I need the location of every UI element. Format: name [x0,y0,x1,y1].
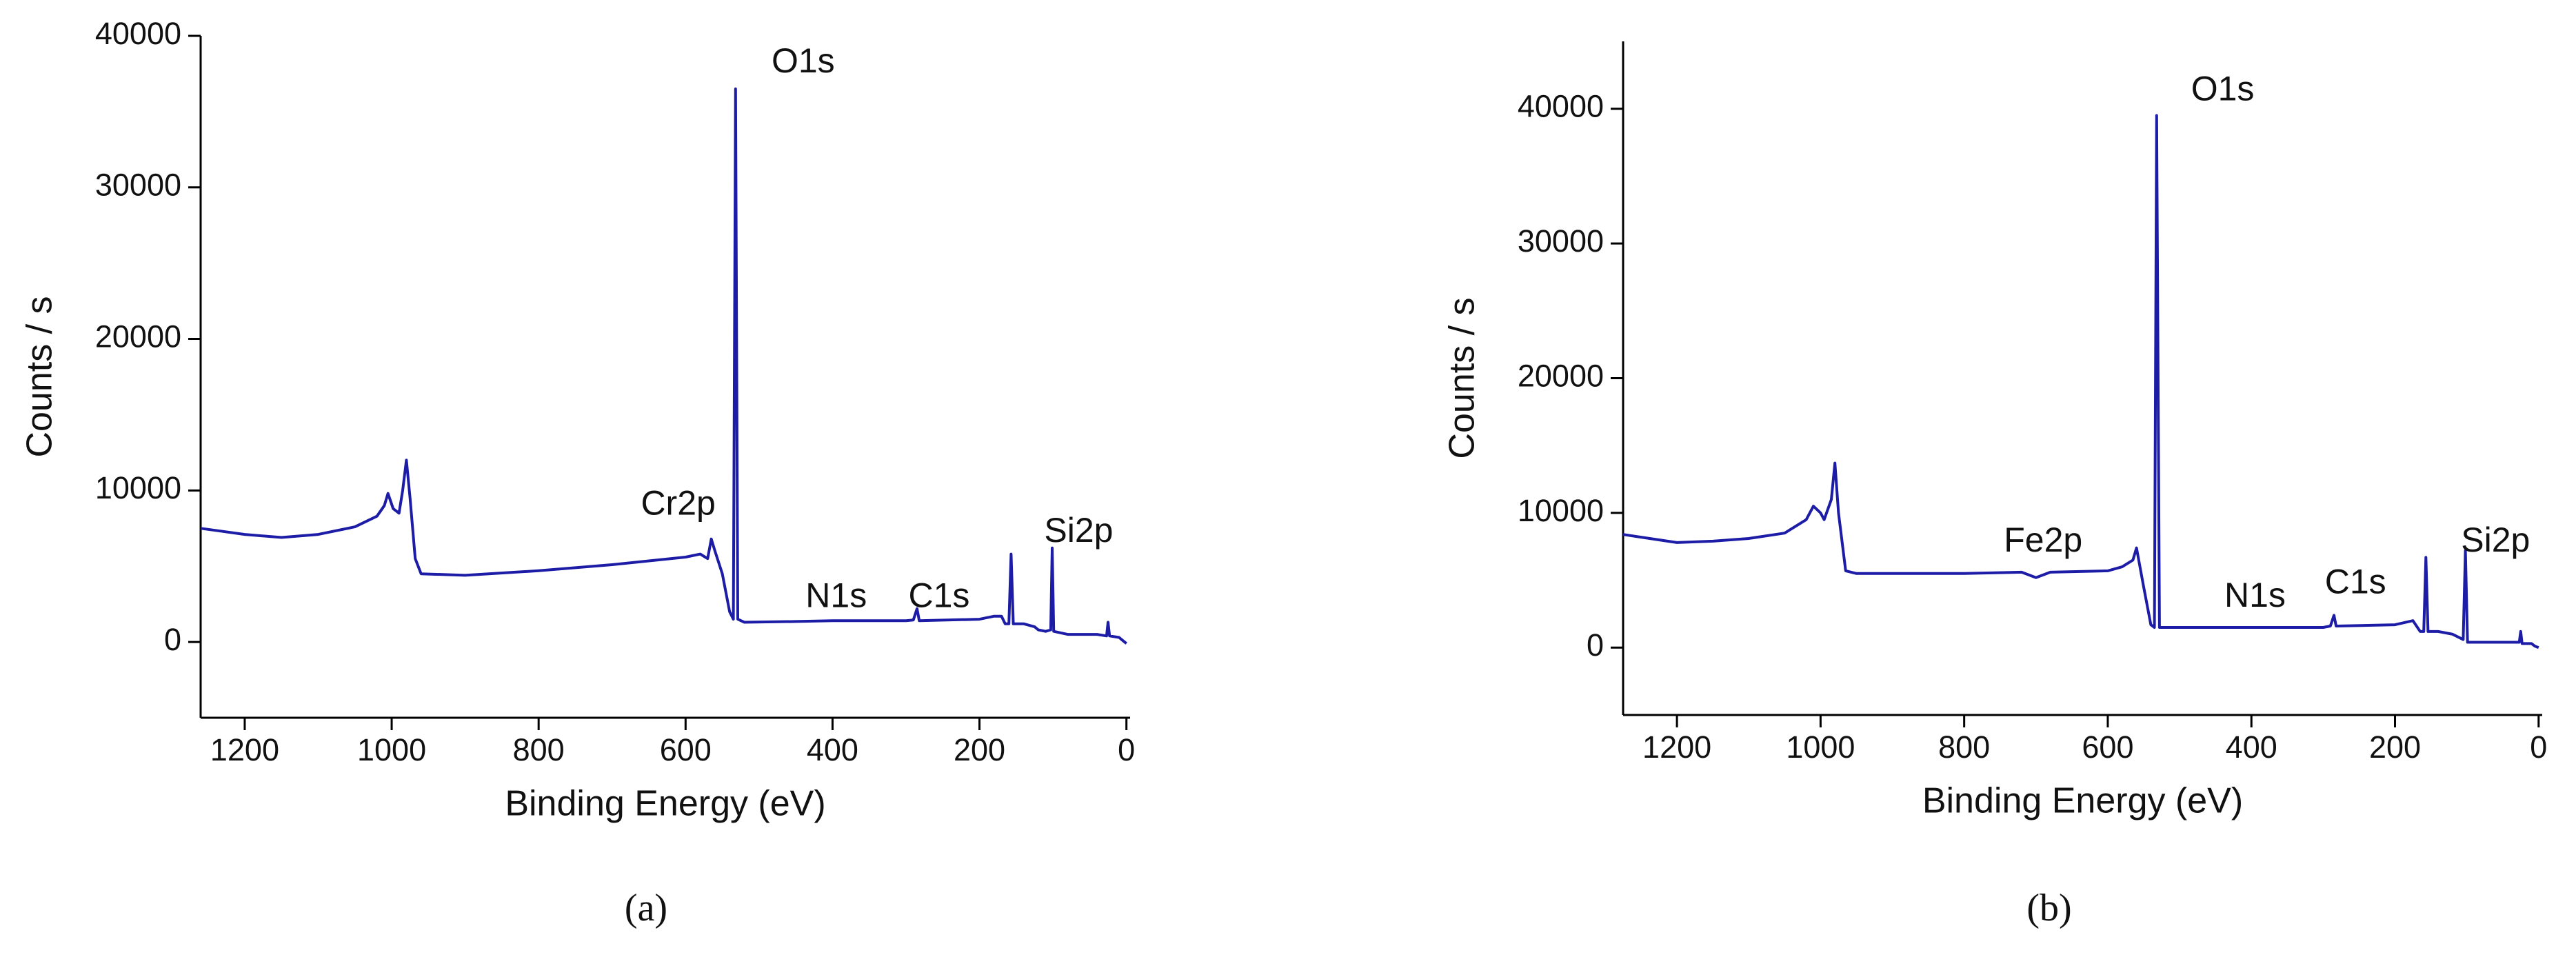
panel-label: (a) [625,887,667,929]
x-tick-label: 200 [954,732,1005,767]
x-tick-label: 800 [513,732,565,767]
x-axis-label: Binding Energy (eV) [505,784,825,824]
panel-label: (b) [2026,887,2071,929]
y-axis-label: Counts / s [20,296,60,457]
x-tick-label: 1000 [1786,729,1855,765]
x-tick-label: 800 [1938,729,1990,765]
peak-label: Cr2p [641,484,715,523]
peak-label: Si2p [2461,521,2530,559]
x-tick-label: 0 [1118,732,1135,767]
chart-panel: 0 10000 20000 30000 40000 1200 1000 800 600 400 20… [20,16,1135,929]
x-tick-label: 1200 [1642,729,1711,765]
x-axis-label: Binding Energy (eV) [1922,781,2243,821]
spectrum-line [200,87,1127,645]
y-tick-label: 30000 [95,168,181,203]
peak-label: Fe2p [2004,521,2082,559]
peak-label: C1s [2325,563,2386,601]
y-tick-label: 20000 [95,319,181,354]
y-tick-label: 10000 [95,470,181,505]
x-tick-label: 0 [2530,729,2547,765]
chart-panel: 0 10000 20000 30000 40000 1200 1000 800 600 400 20… [1442,41,2547,929]
x-tick-label: 400 [2226,729,2277,765]
y-tick-label: 10000 [1518,493,1604,528]
peak-label: Si2p [1044,511,1113,550]
y-tick-label: 0 [164,622,181,657]
x-tick-label: 1200 [210,732,279,767]
x-tick-label: 1000 [357,732,426,767]
x-tick-label: 400 [807,732,858,767]
x-tick-label: 600 [660,732,712,767]
y-tick-label: 40000 [1518,89,1604,124]
y-tick-label: 20000 [1518,358,1604,393]
y-axis-label: Counts / s [1442,297,1482,459]
y-tick-label: 40000 [95,16,181,51]
y-tick-label: 0 [1587,627,1604,663]
spectrum-line [1622,114,2539,649]
peak-label: N1s [805,576,867,615]
peak-label: O1s [772,41,835,80]
x-tick-label: 600 [2082,729,2133,765]
y-tick-label: 30000 [1518,223,1604,259]
peak-label: C1s [908,576,969,615]
x-tick-label: 200 [2369,729,2421,765]
peak-label: N1s [2224,576,2286,614]
peak-label: O1s [2191,70,2255,108]
